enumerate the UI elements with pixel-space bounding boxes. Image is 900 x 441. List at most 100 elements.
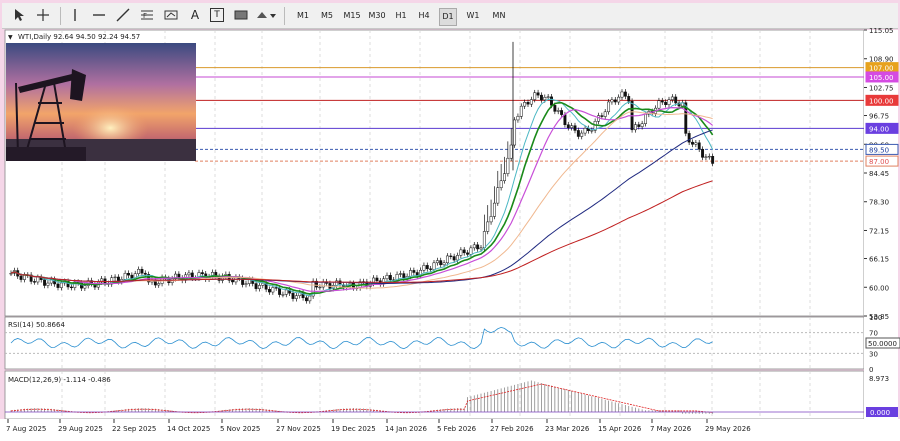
candle bbox=[509, 144, 513, 159]
candle bbox=[633, 124, 637, 131]
timeframe-mn[interactable]: MN bbox=[492, 11, 506, 20]
text-label-icon[interactable]: T bbox=[208, 5, 226, 25]
timeframe-m5[interactable]: M5 bbox=[321, 11, 333, 20]
trendline-icon[interactable] bbox=[114, 5, 132, 25]
price-tag bbox=[865, 71, 899, 83]
candle bbox=[425, 265, 429, 270]
candle bbox=[566, 124, 570, 128]
candle bbox=[546, 96, 550, 98]
rsi-current-tag bbox=[865, 337, 900, 349]
candle bbox=[254, 283, 258, 289]
candle bbox=[707, 155, 711, 158]
candle bbox=[533, 92, 537, 100]
rsi-axis-label: 30 bbox=[869, 350, 878, 358]
fibonacci-icon[interactable]: F bbox=[138, 5, 156, 25]
candle bbox=[697, 142, 701, 150]
candle bbox=[29, 274, 33, 282]
timeframe-m30[interactable]: M30 bbox=[368, 11, 386, 20]
candle bbox=[499, 180, 503, 188]
fib-tool-letter: F bbox=[143, 12, 147, 20]
candle bbox=[613, 99, 617, 103]
shapes-dropdown-icon[interactable] bbox=[256, 5, 278, 25]
candle bbox=[573, 125, 577, 131]
candle bbox=[278, 287, 282, 295]
text-tool-letter: A bbox=[190, 8, 200, 22]
time-axis-label: 14 Oct 2025 bbox=[167, 425, 210, 433]
candle bbox=[711, 155, 715, 164]
candle bbox=[432, 262, 436, 270]
candle bbox=[127, 272, 130, 276]
candle bbox=[519, 105, 523, 117]
channel-icon[interactable] bbox=[162, 5, 180, 25]
price-tag bbox=[865, 122, 899, 134]
candle bbox=[231, 280, 235, 283]
candle bbox=[257, 285, 261, 289]
macd-signal-line bbox=[10, 383, 713, 414]
candle bbox=[640, 123, 644, 127]
rsi-current-label: 50.0000 bbox=[868, 340, 897, 348]
candle bbox=[489, 216, 493, 223]
candle bbox=[422, 265, 426, 271]
candle bbox=[476, 244, 480, 250]
timeframe-m15[interactable]: M15 bbox=[343, 11, 361, 20]
price-tag-label: 105.00 bbox=[869, 74, 894, 82]
candle bbox=[556, 110, 560, 112]
macd-label: MACD(12,26,9) -1.114 -0.486 bbox=[8, 376, 111, 384]
timeframe-d1[interactable]: D1 bbox=[439, 8, 457, 26]
candle bbox=[318, 286, 322, 289]
price-tag bbox=[865, 155, 899, 167]
rectangle-icon[interactable] bbox=[232, 5, 250, 25]
candle bbox=[412, 270, 416, 273]
time-axis bbox=[0, 419, 900, 441]
crosshair-icon[interactable] bbox=[34, 5, 52, 25]
cursor-icon[interactable] bbox=[10, 5, 28, 25]
candle bbox=[607, 101, 611, 113]
timeframe-h4[interactable]: H4 bbox=[418, 11, 430, 20]
candle bbox=[513, 119, 517, 146]
candle bbox=[271, 287, 275, 293]
text-icon[interactable]: A bbox=[186, 5, 204, 25]
candle bbox=[603, 111, 607, 117]
time-axis-label: 19 Dec 2025 bbox=[331, 425, 376, 433]
price-tag bbox=[865, 94, 899, 106]
candle bbox=[486, 221, 490, 232]
horizontal-line-icon[interactable] bbox=[90, 5, 108, 25]
candle bbox=[506, 157, 510, 174]
candle bbox=[59, 282, 63, 288]
candle bbox=[664, 101, 668, 105]
candle bbox=[516, 116, 520, 121]
price-axis-label: 108.90 bbox=[869, 56, 894, 64]
time-axis-label: 27 Nov 2025 bbox=[276, 425, 321, 433]
candle bbox=[610, 99, 614, 103]
candle bbox=[687, 133, 691, 143]
candle bbox=[130, 274, 134, 279]
price-axis-label: 102.75 bbox=[869, 84, 894, 92]
timeframe-m1[interactable]: M1 bbox=[297, 11, 309, 20]
price-axis-label: 53.85 bbox=[869, 313, 889, 321]
time-axis-label: 29 Aug 2025 bbox=[58, 425, 103, 433]
price-tag-label: 87.00 bbox=[869, 158, 889, 166]
timeframe-w1[interactable]: W1 bbox=[466, 11, 480, 20]
candle bbox=[617, 96, 621, 103]
candle bbox=[19, 275, 23, 280]
candle bbox=[200, 272, 204, 275]
candle bbox=[157, 283, 161, 286]
candle bbox=[644, 114, 647, 124]
timeframe-h1[interactable]: H1 bbox=[395, 11, 407, 20]
candle bbox=[550, 96, 553, 106]
candle bbox=[670, 96, 674, 100]
candle bbox=[694, 142, 698, 145]
moving-average-line bbox=[10, 180, 713, 283]
candle bbox=[315, 280, 318, 288]
vertical-line-icon[interactable] bbox=[66, 5, 84, 25]
candle bbox=[398, 273, 402, 275]
candle bbox=[33, 281, 36, 283]
drawing-toolbar: F A T M1 M5 M15 M30 H1 H4 D1 W1 MN bbox=[2, 3, 898, 29]
chart-header: WTI,Daily 92.64 94.50 92.24 94.57 bbox=[18, 33, 140, 41]
candle bbox=[409, 270, 412, 277]
candle bbox=[674, 96, 678, 104]
candle bbox=[479, 247, 483, 250]
rsi-panel[interactable] bbox=[4, 316, 865, 370]
candle bbox=[274, 287, 278, 289]
